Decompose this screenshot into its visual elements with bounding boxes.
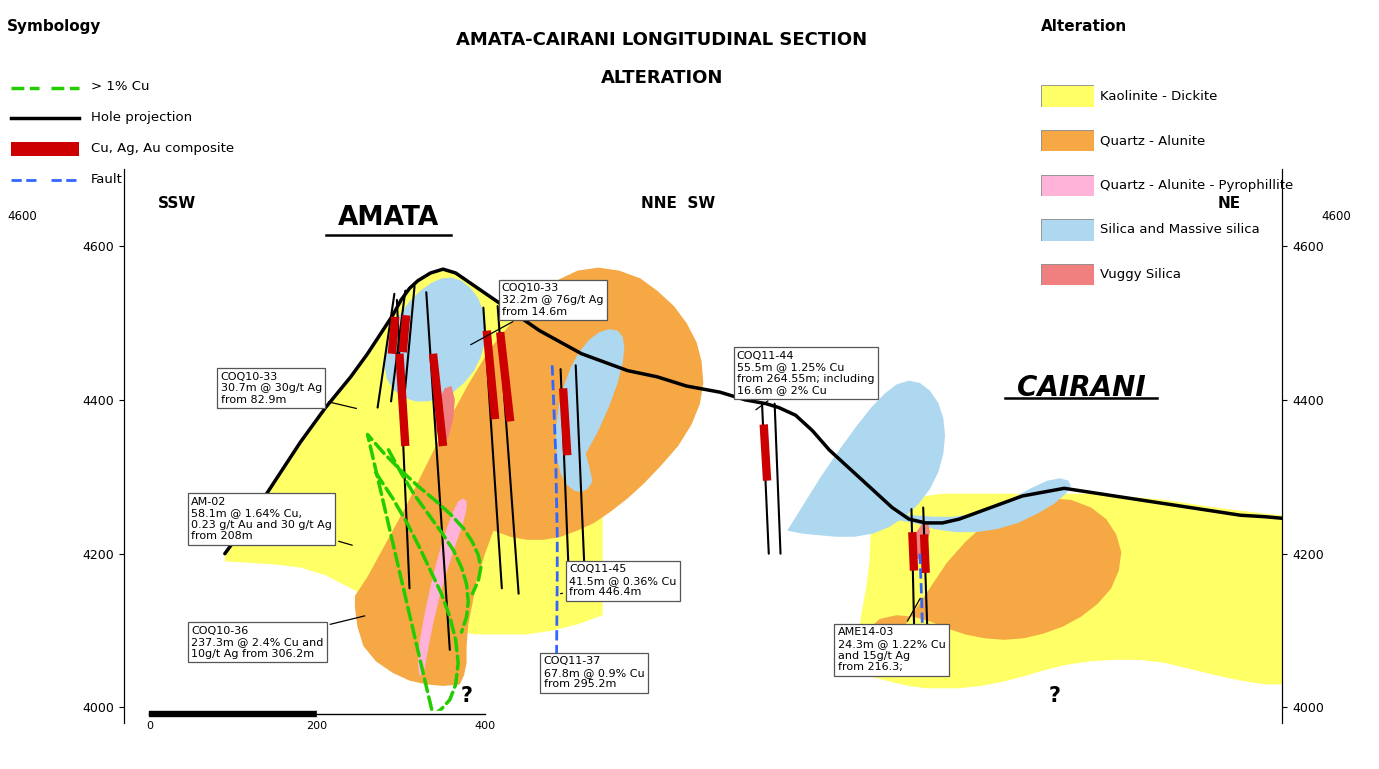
Polygon shape xyxy=(434,386,455,440)
Text: Fault: Fault xyxy=(91,173,123,185)
Text: 200: 200 xyxy=(306,721,328,731)
Text: SSW: SSW xyxy=(157,196,196,211)
Text: Hole projection: Hole projection xyxy=(91,112,192,124)
Text: Cu, Ag, Au composite: Cu, Ag, Au composite xyxy=(91,142,234,155)
Text: 400: 400 xyxy=(474,721,495,731)
Polygon shape xyxy=(354,268,703,686)
Text: Silica and Massive silica: Silica and Massive silica xyxy=(1100,224,1260,236)
Polygon shape xyxy=(385,278,485,401)
Text: AM-02
58.1m @ 1.64% Cu,
0.23 g/t Au and 30 g/t Ag
from 208m: AM-02 58.1m @ 1.64% Cu, 0.23 g/t Au and … xyxy=(192,497,352,545)
Text: AMATA: AMATA xyxy=(338,205,439,231)
Bar xyxy=(11,142,79,156)
Text: ?: ? xyxy=(1048,686,1060,706)
Polygon shape xyxy=(867,498,1121,669)
Text: AMATA-CAIRANI LONGITUDINAL SECTION: AMATA-CAIRANI LONGITUDINAL SECTION xyxy=(456,31,867,48)
Text: Kaolinite - Dickite: Kaolinite - Dickite xyxy=(1100,90,1218,102)
Text: COQ10-33
32.2m @ 76g/t Ag
from 14.6m: COQ10-33 32.2m @ 76g/t Ag from 14.6m xyxy=(470,283,604,345)
Polygon shape xyxy=(841,478,1071,532)
Text: COQ10-33
30.7m @ 30g/t Ag
from 82.9m: COQ10-33 30.7m @ 30g/t Ag from 82.9m xyxy=(221,371,356,408)
Text: Symbology: Symbology xyxy=(7,19,101,35)
Text: COQ11-44
55.5m @ 1.25% Cu
from 264.55m; including
16.6m @ 2% Cu: COQ11-44 55.5m @ 1.25% Cu from 264.55m; … xyxy=(736,351,874,410)
Text: Alteration: Alteration xyxy=(1041,19,1128,35)
Text: ?: ? xyxy=(461,686,473,706)
Polygon shape xyxy=(225,269,603,634)
Text: CAIRANI: CAIRANI xyxy=(1016,375,1146,402)
Text: Quartz - Alunite - Pyrophillite: Quartz - Alunite - Pyrophillite xyxy=(1100,179,1294,191)
Polygon shape xyxy=(859,494,1282,688)
Text: Quartz - Alunite: Quartz - Alunite xyxy=(1100,135,1205,147)
Text: Vuggy Silica: Vuggy Silica xyxy=(1100,268,1182,281)
Text: 0: 0 xyxy=(146,721,153,731)
Text: > 1% Cu: > 1% Cu xyxy=(91,81,149,93)
Text: 4600: 4600 xyxy=(7,211,37,223)
Polygon shape xyxy=(787,381,945,537)
Polygon shape xyxy=(556,329,625,492)
Text: COQ11-37
67.8m @ 0.9% Cu
from 295.2m: COQ11-37 67.8m @ 0.9% Cu from 295.2m xyxy=(543,656,644,690)
Text: NNE  SW: NNE SW xyxy=(641,196,716,211)
Text: COQ11-45
41.5m @ 0.36% Cu
from 446.4m: COQ11-45 41.5m @ 0.36% Cu from 446.4m xyxy=(561,564,676,598)
Text: 4600: 4600 xyxy=(1321,211,1351,223)
Polygon shape xyxy=(912,523,929,560)
Text: NE: NE xyxy=(1218,196,1241,211)
Text: ALTERATION: ALTERATION xyxy=(601,69,723,87)
Text: COQ10-36
237.3m @ 2.4% Cu and
10g/t Ag from 306.2m: COQ10-36 237.3m @ 2.4% Cu and 10g/t Ag f… xyxy=(192,616,365,659)
Text: AME14-03
24.3m @ 1.22% Cu
and 15g/t Ag
from 216.3;: AME14-03 24.3m @ 1.22% Cu and 15g/t Ag f… xyxy=(837,598,946,672)
Polygon shape xyxy=(418,498,466,677)
